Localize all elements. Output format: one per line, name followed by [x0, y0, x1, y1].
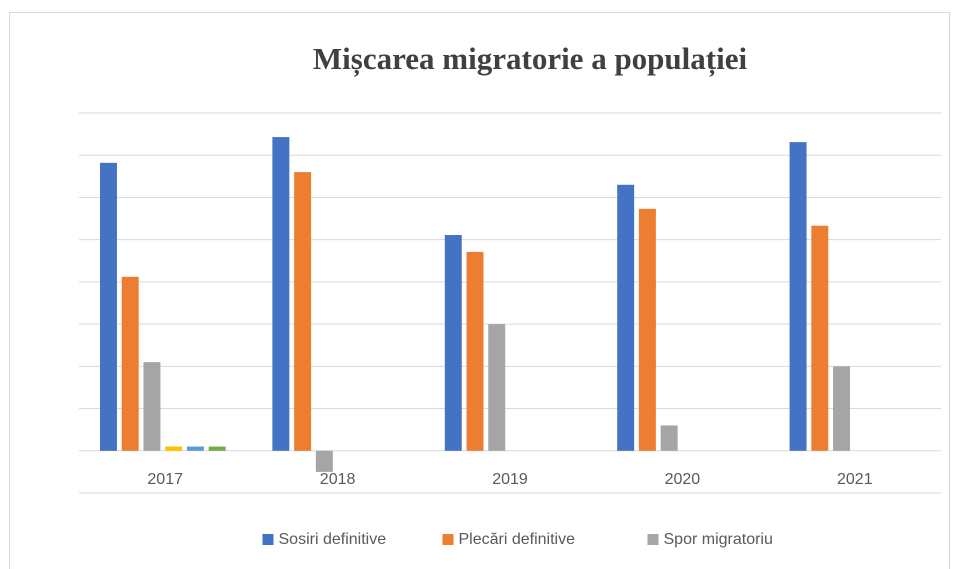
- bar: [444, 235, 462, 451]
- bar: [186, 446, 204, 451]
- bar: [617, 184, 635, 451]
- bar: [121, 276, 139, 451]
- legend-swatch: [442, 534, 454, 545]
- bar: [466, 251, 484, 451]
- legend-swatch: [262, 534, 274, 545]
- x-tick-label: 2020: [665, 471, 701, 488]
- chart-title: Mișcarea migratorie a populației: [313, 41, 748, 77]
- bar: [143, 362, 161, 451]
- x-tick-label: 2018: [320, 471, 356, 488]
- x-tick-label: 2019: [492, 471, 528, 488]
- bar: [833, 366, 851, 451]
- bar: [100, 162, 117, 451]
- bar: [789, 142, 807, 451]
- bar: [165, 446, 183, 451]
- bar: [315, 450, 333, 472]
- legend-label: Spor migratoriu: [664, 531, 773, 548]
- legend-swatch: [647, 534, 659, 545]
- legend-label: Sosiri definitive: [279, 531, 387, 548]
- legend-label: Plecări definitive: [459, 531, 576, 548]
- bar: [294, 172, 312, 451]
- bar: [638, 208, 656, 451]
- bar: [208, 446, 226, 451]
- bar: [488, 324, 506, 451]
- bar: [811, 225, 829, 451]
- x-tick-label: 2017: [147, 471, 183, 488]
- x-tick-label: 2021: [837, 471, 873, 488]
- bar: [660, 425, 678, 451]
- bar: [272, 137, 290, 451]
